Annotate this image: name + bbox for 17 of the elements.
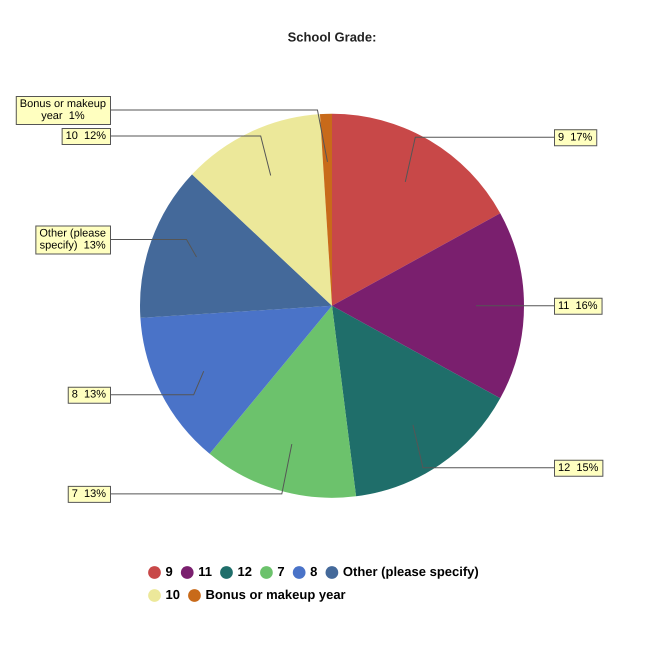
data-label: 8 13% [72, 388, 106, 401]
legend-label: 7 [277, 564, 285, 580]
data-label: 11 16% [558, 300, 598, 312]
legend-label: 9 [166, 564, 173, 580]
legend-label: 10 [166, 587, 180, 602]
data-label: 10 12% [66, 130, 106, 142]
data-label: 12 15% [558, 462, 599, 474]
data-label: Bonus or makeup year 1% [20, 98, 106, 122]
data-label: 7 13% [72, 488, 106, 500]
legend-label: 8 [310, 564, 318, 580]
chart-title: School Grade: [288, 29, 376, 44]
legend-label: Other (please specify) [342, 564, 479, 580]
data-label: Other (please specify) 13% [39, 227, 106, 252]
legend-label: Bonus or makeup year [205, 587, 346, 602]
data-label: 9 17% [558, 131, 592, 144]
legend-label: 12 [237, 564, 252, 580]
legend-label: 11 [198, 564, 212, 580]
